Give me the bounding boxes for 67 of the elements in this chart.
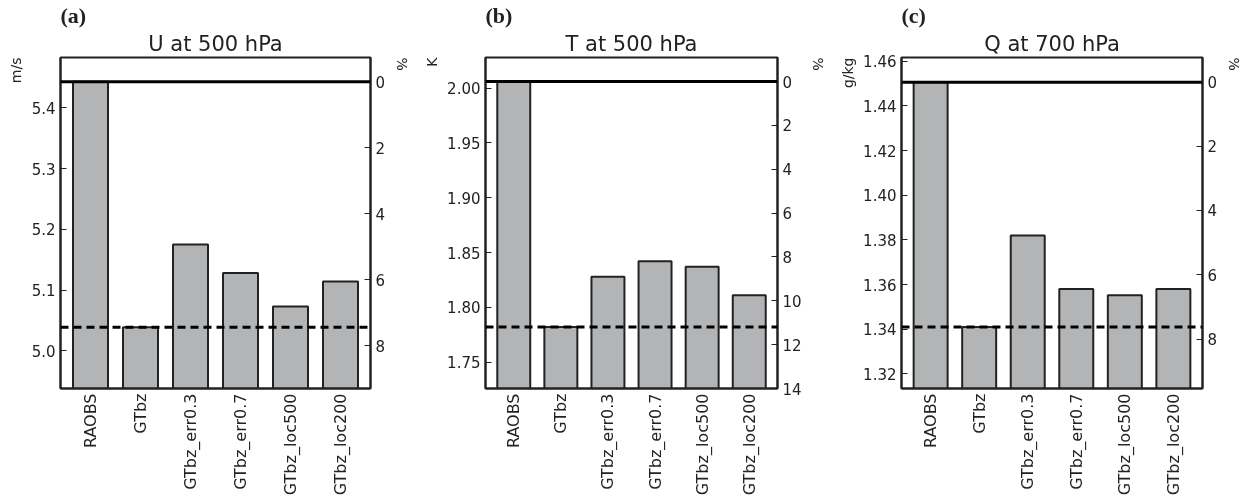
x-tick-label: GTbz_err0.7 xyxy=(645,393,666,490)
y-tick-label: 1.32 xyxy=(863,365,897,384)
y2-axis-title: % xyxy=(393,57,410,71)
x-tick-label: RAOBS xyxy=(81,393,100,449)
y-tick-label: 1.38 xyxy=(863,231,897,250)
x-tick-label: GTbz_loc200 xyxy=(331,393,351,496)
y-tick-label: 1.36 xyxy=(863,276,897,295)
y2-tick-label: 6 xyxy=(1207,266,1218,285)
x-tick-label: GTbz_loc500 xyxy=(692,393,713,496)
x-tick-label: GTbz_loc500 xyxy=(281,393,301,496)
x-tick-label: GTbz_err0.3 xyxy=(1018,393,1039,490)
x-tick-label: GTbz xyxy=(131,393,150,434)
x-tick-label: GTbz_loc200 xyxy=(1163,393,1184,496)
y2-tick-label: 14 xyxy=(782,380,802,399)
y2-tick-label: 0 xyxy=(782,73,793,92)
y-tick-label: 1.44 xyxy=(863,97,897,116)
x-tick-label: GTbz xyxy=(969,393,989,434)
y2-tick-label: 0 xyxy=(1207,73,1218,92)
y-tick-label: 1.34 xyxy=(863,321,897,340)
y2-tick-label: 6 xyxy=(782,205,793,224)
x-tick-label: GTbz_err0.3 xyxy=(598,393,619,490)
y2-axis-title: % xyxy=(809,57,826,71)
y-tick-label: 1.40 xyxy=(863,187,897,206)
chart-title: U at 500 hPa xyxy=(148,31,283,56)
x-tick-label: GTbz_err0.3 xyxy=(181,393,201,490)
y-tick-label: 1.75 xyxy=(447,354,481,373)
text: (a) xyxy=(60,2,87,28)
text: (c) xyxy=(901,2,926,28)
y-tick-label: 1.90 xyxy=(447,189,481,208)
y-tick-label: 1.85 xyxy=(447,244,481,263)
y-tick-label: 5.2 xyxy=(31,221,56,240)
y2-tick-label: 6 xyxy=(375,271,386,290)
y-axis-title: K xyxy=(423,56,440,67)
y-tick-label: 1.42 xyxy=(863,142,897,161)
y-tick-label: 1.46 xyxy=(863,53,897,72)
y2-tick-label: 2 xyxy=(782,117,793,136)
y2-tick-label: 8 xyxy=(375,337,386,356)
x-tick-label: GTbz_err0.7 xyxy=(231,393,251,490)
y2-tick-label: 4 xyxy=(375,205,386,224)
x-tick-label: GTbz_loc200 xyxy=(739,393,760,496)
y2-tick-label: 8 xyxy=(782,248,793,267)
x-tick-label: RAOBS xyxy=(921,393,941,449)
chart-title: Q at 700 hPa xyxy=(984,31,1120,56)
y2-tick-label: 10 xyxy=(782,292,802,311)
y-tick-label: 5.4 xyxy=(31,99,56,118)
y2-tick-label: 2 xyxy=(375,139,386,158)
x-tick-label: GTbz xyxy=(551,393,571,434)
y2-tick-label: 4 xyxy=(1207,202,1218,221)
x-tick-label: GTbz_loc500 xyxy=(1115,393,1136,496)
y2-tick-label: 2 xyxy=(1207,138,1218,157)
y2-tick-label: 12 xyxy=(782,336,802,355)
x-tick-label: RAOBS xyxy=(504,393,524,449)
x-tick-label: GTbz_err0.7 xyxy=(1066,393,1087,490)
y2-axis-title: % xyxy=(1225,57,1242,71)
y2-tick-label: 8 xyxy=(1207,331,1218,350)
y-tick-label: 5.0 xyxy=(31,342,56,361)
y-axis-title: m/s xyxy=(7,57,24,84)
y-axis-title: g/kg xyxy=(839,57,856,89)
y-tick-label: 5.1 xyxy=(31,282,56,301)
chart-title: T at 500 hPa xyxy=(564,31,698,56)
y-tick-label: 5.3 xyxy=(31,160,56,179)
y-tick-label: 2.00 xyxy=(447,80,481,99)
text: (b) xyxy=(485,2,513,28)
y-tick-label: 1.95 xyxy=(447,134,481,153)
y2-tick-label: 4 xyxy=(782,161,793,180)
y-tick-label: 1.80 xyxy=(447,299,481,318)
y2-tick-label: 0 xyxy=(375,73,386,92)
